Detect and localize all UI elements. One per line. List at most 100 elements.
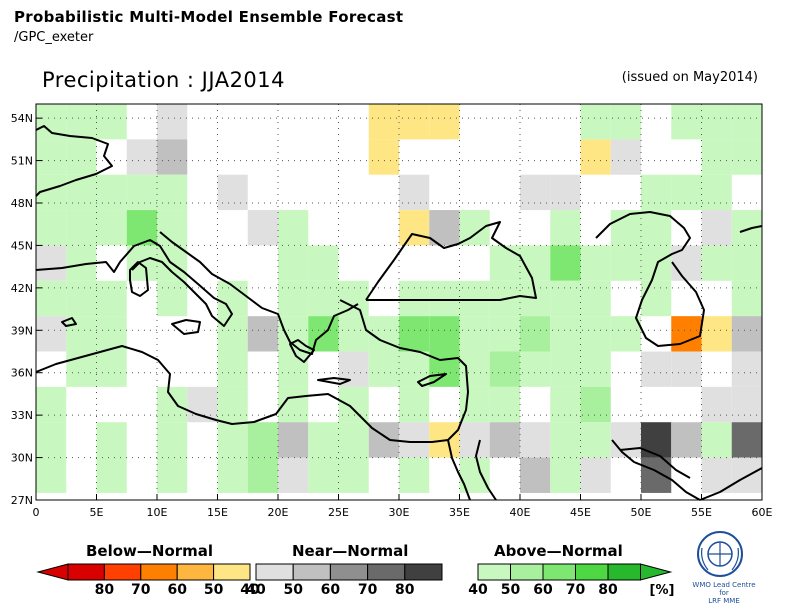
below-normal-scale: 80 70 60 50 40	[36, 563, 260, 598]
coastlines	[35, 125, 763, 501]
cell-above	[489, 245, 520, 281]
cell-above	[247, 422, 278, 458]
cell-above	[429, 280, 460, 317]
cell-above	[580, 245, 611, 281]
cell-above	[96, 174, 127, 211]
variable-season-title: Precipitation : JJA2014	[42, 68, 286, 92]
cell-above	[701, 174, 732, 211]
island-balearic	[61, 317, 77, 327]
cell-above	[610, 245, 641, 281]
coast-red-sea-west	[447, 439, 471, 501]
cell-above	[157, 457, 188, 493]
cell-near	[520, 174, 551, 211]
y-tick-label: 51N	[11, 155, 33, 168]
coast-red-sea-east	[475, 439, 497, 501]
y-tick-label: 45N	[11, 239, 33, 252]
cell-near	[641, 457, 672, 493]
cell-above	[278, 351, 309, 387]
above-normal-scale-label: 40	[468, 582, 488, 598]
island-crete	[317, 377, 351, 385]
coast-libya-egypt	[35, 345, 449, 443]
cell-above	[36, 280, 67, 317]
cell-above	[126, 210, 157, 246]
cell-near	[641, 351, 672, 387]
cell-below	[399, 210, 430, 246]
cell-near	[731, 351, 762, 387]
coast-arabia-east	[699, 467, 763, 501]
island-peloponnese	[289, 339, 315, 363]
cell-above	[550, 280, 581, 317]
coast-persian-gulf	[611, 439, 701, 501]
above-normal-scale-label: 80	[598, 582, 618, 598]
x-tick-label: 10E	[147, 506, 168, 519]
island-cyprus	[417, 373, 447, 387]
cell-above	[96, 422, 127, 458]
above-normal-scale-label: 50	[501, 582, 521, 598]
cell-above	[157, 422, 188, 458]
cell-above	[701, 422, 732, 458]
cell-above	[36, 422, 67, 458]
cell-above	[96, 457, 127, 493]
cell-near	[641, 422, 672, 458]
cell-above	[580, 351, 611, 387]
probability-cells	[36, 104, 762, 493]
cell-above	[399, 457, 430, 493]
cell-near	[489, 422, 520, 458]
cell-above	[338, 422, 369, 458]
near-normal-scale-swatch	[329, 563, 369, 581]
near-normal-scale-swatch	[292, 563, 331, 581]
cell-above	[550, 386, 581, 423]
cell-near	[217, 174, 248, 211]
cell-near	[610, 139, 641, 175]
coast-france-italy	[35, 239, 233, 327]
cell-above	[580, 386, 611, 423]
cell-above	[217, 457, 248, 493]
cell-below	[701, 316, 732, 352]
x-tick-label: 30E	[389, 506, 410, 519]
cell-near	[671, 351, 702, 387]
cell-above	[550, 245, 581, 281]
cell-above	[580, 280, 611, 317]
near-normal-scale-label: 80	[395, 582, 415, 598]
cell-near	[278, 457, 309, 493]
below-normal-scale-swatch	[67, 563, 105, 581]
cell-above	[459, 351, 490, 387]
cell-near	[520, 422, 551, 458]
cell-near	[247, 210, 278, 246]
below-normal-scale-swatch	[140, 563, 178, 581]
cell-above	[550, 457, 581, 493]
cell-above	[96, 280, 127, 317]
near-normal-scale-swatch	[367, 563, 406, 581]
cell-above	[550, 351, 581, 387]
below-normal-scale-swatch	[103, 563, 142, 581]
cell-above	[217, 316, 248, 352]
near-normal-scale-label: 70	[358, 582, 378, 598]
cell-above	[671, 104, 702, 140]
cell-above	[459, 457, 490, 493]
cell-above	[338, 280, 369, 317]
wmo-emblem-icon	[697, 531, 743, 577]
cell-near	[731, 386, 762, 423]
above-normal-scale-swatch	[575, 563, 609, 581]
cell-above	[459, 316, 490, 352]
cell-above	[610, 316, 641, 352]
above-normal-scale-swatch	[607, 563, 641, 581]
cell-near	[701, 210, 732, 246]
cell-above	[731, 245, 762, 281]
lat-lon-gridlines	[36, 104, 762, 500]
cell-above	[157, 280, 188, 317]
x-tick-label: 0	[33, 506, 40, 519]
cell-above	[308, 457, 339, 493]
cell-above	[217, 386, 248, 423]
y-tick-label: 27N	[11, 494, 33, 507]
y-tick-label: 42N	[11, 282, 33, 295]
y-tick-label: 54N	[11, 112, 33, 125]
cell-near	[399, 422, 430, 458]
y-tick-label: 36N	[11, 367, 33, 380]
cell-above	[36, 457, 67, 493]
coast-turkey-levant	[339, 299, 469, 441]
cell-above	[399, 386, 430, 423]
cell-above	[489, 351, 520, 387]
cell-above	[429, 316, 460, 352]
